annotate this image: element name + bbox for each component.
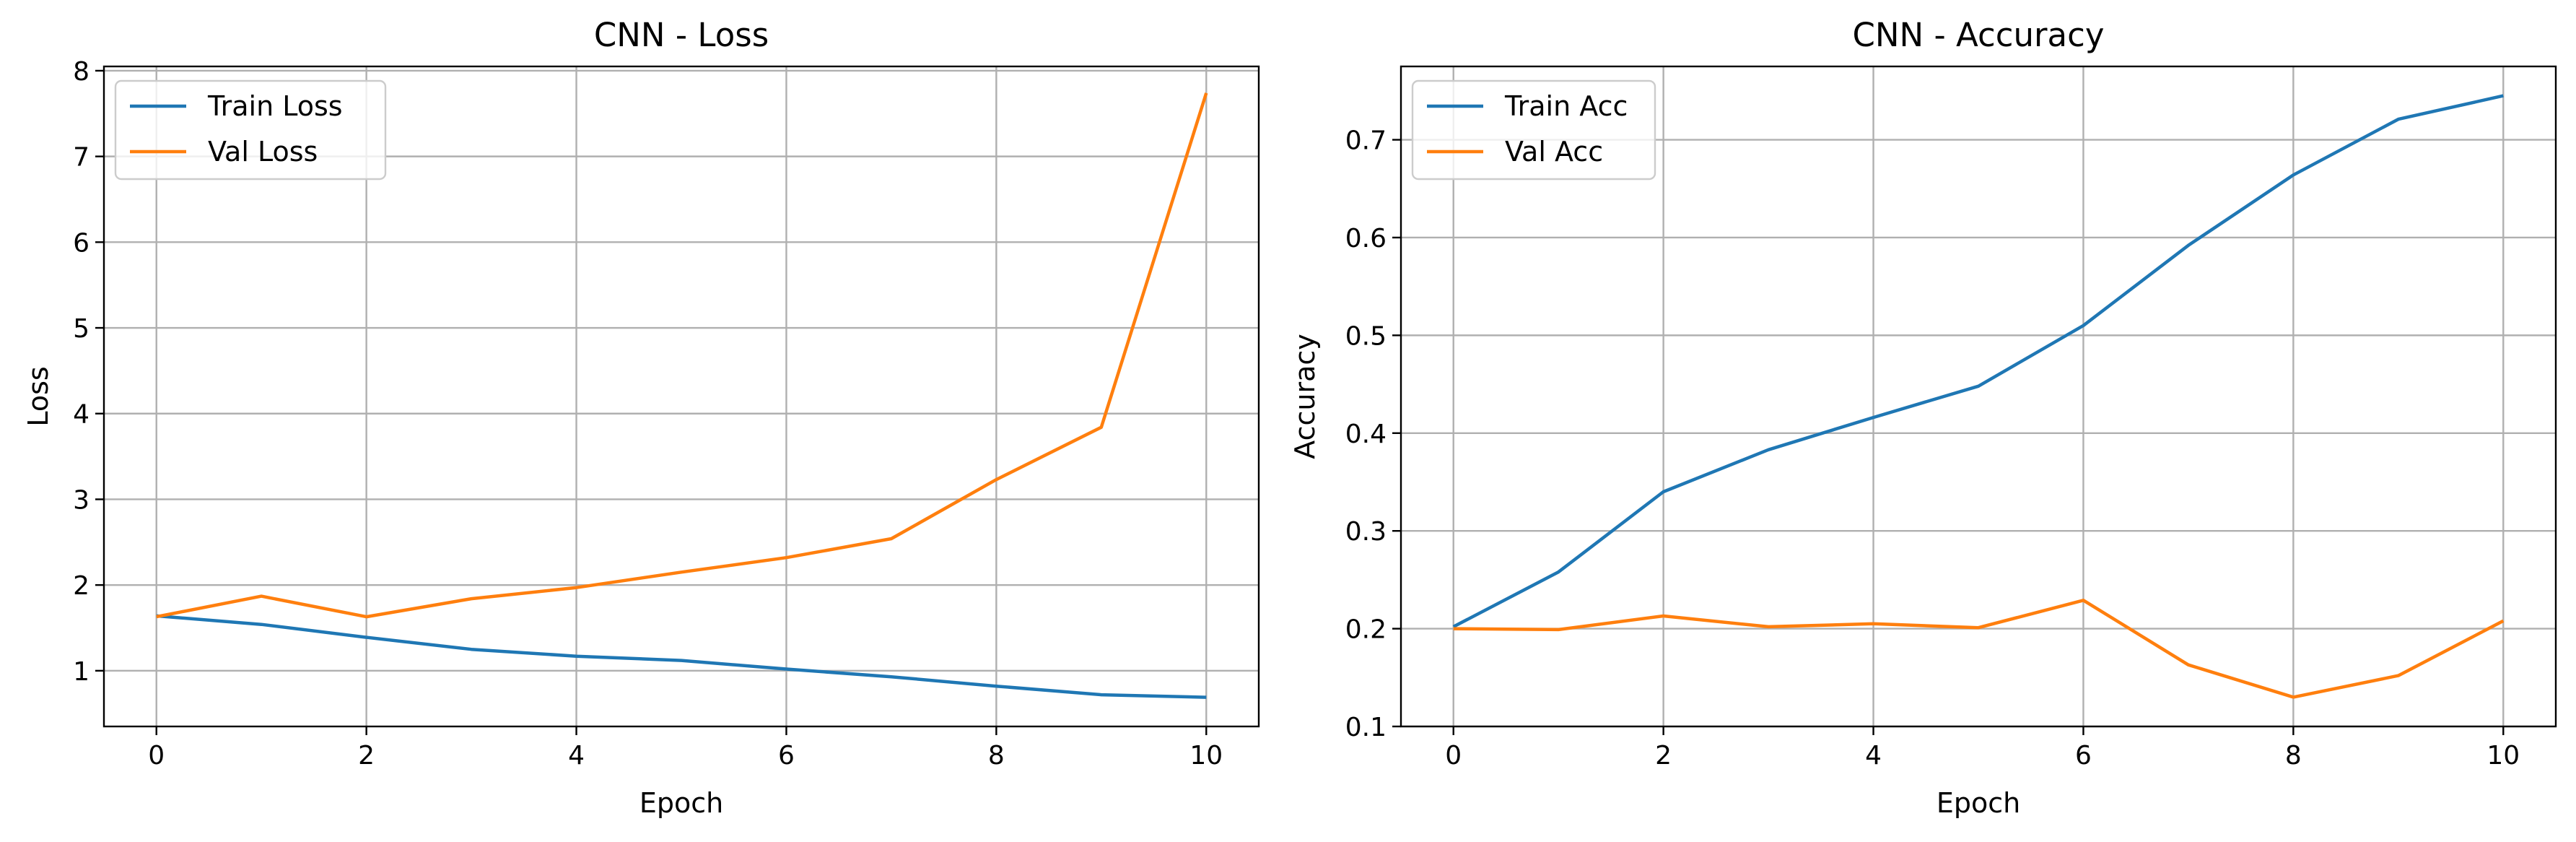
x-tick-label: 2: [1655, 741, 1672, 771]
x-axis-label: Epoch: [639, 787, 723, 819]
legend-label: Train Loss: [207, 90, 343, 122]
y-tick-label: 3: [73, 485, 89, 515]
x-tick-label: 10: [1189, 741, 1223, 771]
y-tick-label: 0.1: [1345, 713, 1387, 742]
y-tick-label: 5: [73, 314, 89, 344]
x-tick-label: 6: [778, 741, 795, 771]
x-tick-label: 0: [148, 741, 165, 771]
x-tick-label: 8: [2285, 741, 2302, 771]
y-axis-label: Loss: [22, 366, 54, 426]
series-line-val-acc: [1453, 599, 2505, 699]
series-line-val-loss: [156, 92, 1208, 619]
y-tick-label: 0.6: [1345, 224, 1387, 253]
series-lines: [1452, 94, 2505, 699]
legend: Train Loss Val Loss: [114, 79, 387, 181]
series-line-train-acc: [1452, 94, 2504, 628]
series-line-train-loss: [156, 614, 1207, 699]
x-tick-label: 6: [2075, 741, 2092, 771]
legend: Train Acc Val Acc: [1411, 79, 1656, 181]
y-tick-label: 0.2: [1345, 615, 1387, 645]
legend-label: Train Acc: [1504, 90, 1628, 122]
plot-frame: [102, 65, 1260, 728]
legend-label: Val Acc: [1505, 136, 1603, 168]
x-axis-label: Epoch: [1937, 787, 2020, 819]
grid-lines: [104, 66, 1259, 726]
x-tick-label: 4: [1865, 741, 1882, 771]
accuracy-chart: CNN - Accuracy Epoch Accuracy 0 2 4 6 8 10 0.1…: [1289, 16, 2557, 819]
x-tick-label: 10: [2487, 741, 2520, 771]
chart-title: CNN - Accuracy: [1852, 16, 2104, 54]
y-tick-label: 7: [73, 143, 89, 173]
legend-label: Val Loss: [208, 136, 318, 168]
y-axis-label: Accuracy: [1289, 334, 1321, 459]
y-tick-label: 2: [73, 571, 89, 601]
x-tick-label: 2: [358, 741, 375, 771]
y-tick-label: 0.5: [1345, 321, 1387, 351]
y-tick-label: 4: [73, 400, 89, 430]
y-tick-label: 0.3: [1345, 517, 1387, 547]
x-tick-label: 8: [988, 741, 1005, 771]
x-tick-label: 0: [1445, 741, 1462, 771]
y-tick-label: 1: [73, 657, 89, 687]
y-tick-label: 8: [73, 57, 89, 87]
axis-ticks: 0 2 4 6 8 10 0.1 0.2 0.3 0.4 0.5 0.6 0.7: [1345, 126, 2520, 771]
plot-frame: [1400, 65, 2557, 728]
y-tick-label: 0.4: [1345, 420, 1387, 449]
y-tick-label: 0.7: [1345, 126, 1387, 156]
series-lines: [156, 92, 1208, 699]
chart-title: CNN - Loss: [594, 16, 769, 54]
y-tick-label: 6: [73, 228, 89, 258]
x-tick-label: 4: [568, 741, 585, 771]
